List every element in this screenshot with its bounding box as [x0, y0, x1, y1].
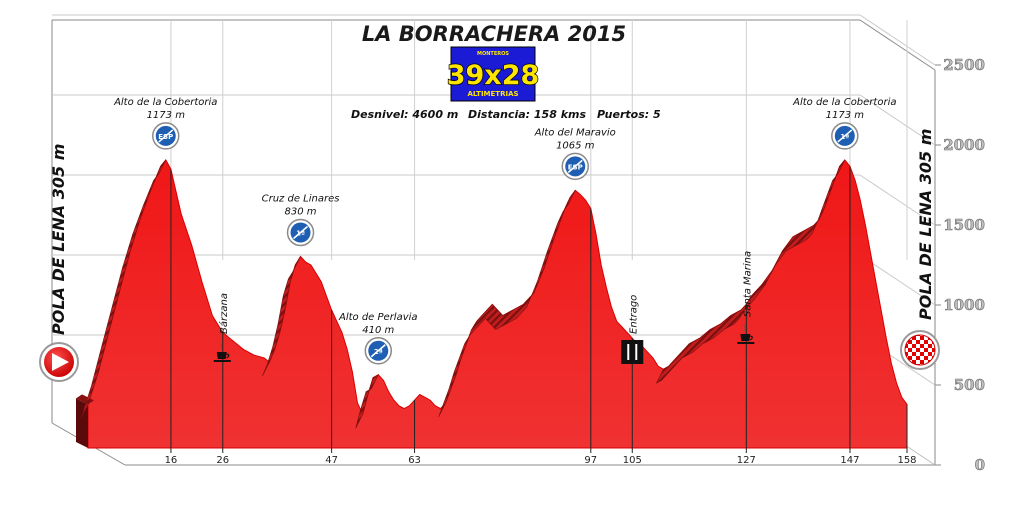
stat-distancia: Distancia: 158 kms — [468, 108, 586, 121]
peak-altitude: 1065 m — [556, 140, 595, 151]
elevation-shade — [88, 159, 907, 448]
x-tick-label: 47 — [325, 455, 338, 466]
climb-category-badge-icon: 1ª — [831, 122, 859, 150]
gridline-perspective — [859, 14, 936, 66]
peak-name: Cruz de Linares — [262, 194, 340, 205]
peak-altitude: 830 m — [285, 207, 317, 218]
climb-category-badge-icon: ESP — [152, 122, 180, 150]
gridline-perspective — [859, 174, 936, 226]
finish-flag-icon — [900, 330, 940, 370]
profile-area — [76, 159, 908, 449]
gridlines — [52, 14, 936, 386]
x-tick-label: 105 — [623, 455, 642, 466]
x-tick-label: 147 — [840, 455, 859, 466]
climb-category-badge-icon: ESP — [561, 152, 590, 181]
climb-category-badge-icon: 2ª — [364, 337, 393, 365]
climb-category-badge-icon: 1ª — [286, 218, 315, 247]
profile-top-edge — [76, 394, 94, 405]
x-tick-label: 158 — [897, 455, 916, 466]
coffee-icon — [737, 324, 755, 344]
coffee-icon — [213, 342, 231, 362]
badge-text: 1ª — [840, 133, 849, 141]
restaurant-icon — [621, 340, 644, 364]
peak-name: Alto de Perlavia — [338, 312, 418, 323]
x-tick-label: 26 — [216, 455, 229, 466]
peak-name: Alto de la Cobertoria — [113, 97, 217, 108]
y-tick-label: 2000 — [943, 136, 985, 154]
peak-marker: ESP 1065 m Alto del Maravio — [534, 127, 616, 181]
x-tick-label: 63 — [408, 455, 421, 466]
y-tick-label: 2500 — [943, 56, 985, 74]
peak-markers: ESP 1173 m Alto de la Cobertoria 1ª 830 m Cru… — [113, 97, 896, 365]
peak-altitude: 1173 m — [147, 110, 186, 121]
badge-text: ESP — [568, 163, 583, 171]
x-tick-label: 16 — [165, 455, 178, 466]
badge-text: 1ª — [296, 230, 305, 238]
peak-marker: 1ª 1173 m Alto de la Cobertoria — [792, 97, 896, 150]
x-axis: 16 26 47 63 97 105 127 147 158 — [165, 166, 917, 466]
climb-ribbon — [80, 159, 167, 419]
town-markers: Bárzana Entrago Santa Marina — [213, 251, 755, 364]
badge-text: ESP — [158, 133, 173, 141]
town-label: Bárzana — [218, 293, 230, 334]
town-marker: Entrago — [621, 295, 644, 364]
y-tick-label: 0 — [975, 456, 985, 474]
town-label: Entrago — [628, 295, 639, 334]
logo-top-text: MONTEROS — [477, 51, 509, 57]
logo-main-text: 39x28 — [447, 60, 540, 91]
climb-ribbon — [355, 374, 379, 429]
stat-puertos: Puertos: 5 — [597, 108, 661, 121]
peak-altitude: 410 m — [362, 325, 394, 336]
y-tick-label: 1000 — [943, 296, 985, 314]
town-marker: Santa Marina — [737, 251, 755, 344]
peak-marker: ESP 1173 m Alto de la Cobertoria — [113, 97, 217, 150]
start-flag-icon — [39, 342, 79, 382]
climb-ribbon — [438, 190, 576, 418]
peak-name: Alto del Maravio — [534, 127, 616, 138]
peak-altitude: 1173 m — [826, 110, 865, 121]
peak-marker: 1ª 830 m Cruz de Linares — [262, 194, 340, 247]
badge-text: 2ª — [374, 348, 383, 356]
finish-label: POLA DE LENA 305 m — [916, 129, 935, 320]
chart-title: LA BORRACHERA 2015 — [362, 22, 626, 46]
x-tick-label: 127 — [737, 455, 756, 466]
start-label: POLA DE LENA 305 m — [49, 144, 68, 335]
logo: MONTEROS 39x28 ALTIMETRIAS — [446, 46, 540, 102]
peak-marker: 2ª 410 m Alto de Perlavia — [338, 312, 418, 365]
town-label: Santa Marina — [742, 251, 753, 317]
logo-bottom-text: ALTIMETRIAS — [467, 90, 518, 98]
gridline-perspective — [859, 94, 936, 146]
y-tick-label: 1500 — [943, 216, 985, 234]
y-axis: 0 500 1000 1500 2000 2500 — [935, 56, 985, 474]
town-marker: Bárzana — [213, 293, 231, 362]
logo-background — [450, 46, 536, 102]
climb-ribbon — [655, 159, 846, 384]
stat-desnivel: Desnivel: 4600 m — [351, 108, 458, 121]
peak-name: Alto de la Cobertoria — [792, 97, 896, 108]
climb-ribbon — [262, 256, 301, 377]
y-tick-label: 500 — [954, 376, 985, 394]
x-tick-label: 97 — [584, 455, 597, 466]
